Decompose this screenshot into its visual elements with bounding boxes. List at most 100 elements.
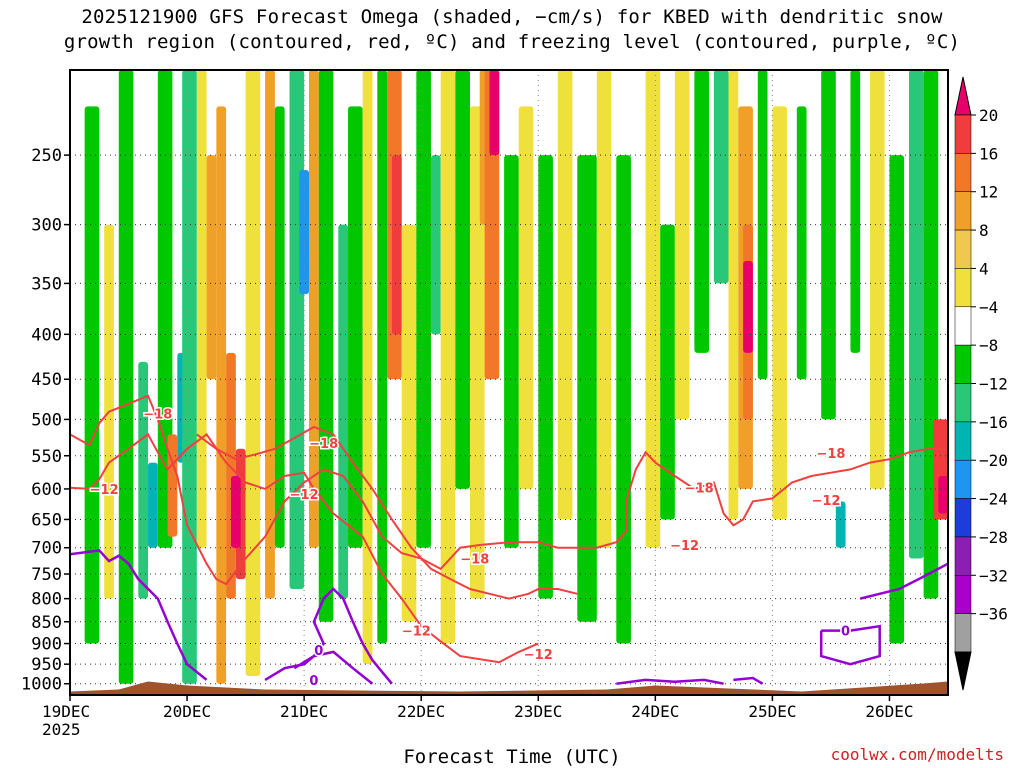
colorbar-label: −12 bbox=[979, 375, 1008, 394]
colorbar-swatch bbox=[954, 613, 972, 653]
omega-cell bbox=[265, 70, 275, 599]
dendritic-contour-label: −18 bbox=[309, 437, 338, 452]
colorbar-swatch bbox=[954, 575, 972, 614]
dendritic-contour-label: −12 bbox=[90, 483, 119, 498]
omega-cell bbox=[728, 70, 739, 520]
colorbar-swatch bbox=[954, 421, 972, 461]
colorbar-swatch bbox=[954, 383, 972, 423]
omega-cell bbox=[274, 106, 285, 548]
omega-cell bbox=[84, 106, 100, 644]
colorbar-swatch bbox=[954, 306, 972, 346]
freezing-level-contours: 0 0 0 bbox=[69, 549, 949, 690]
colorbar-swatch bbox=[954, 229, 972, 269]
chart-title-line2: growth region (contoured, red, ºC) and f… bbox=[63, 31, 961, 53]
omega-cell bbox=[489, 70, 500, 156]
x-tick-label: 25DEC bbox=[748, 702, 796, 721]
colorbar-swatch bbox=[954, 114, 972, 154]
colorbar-label: −16 bbox=[979, 413, 1008, 432]
colorbar-label: −4 bbox=[979, 298, 998, 317]
freezing-contour-line bbox=[264, 587, 393, 685]
omega-cell bbox=[596, 70, 612, 548]
y-tick-label: 550 bbox=[31, 447, 62, 467]
y-tick-label: 400 bbox=[31, 325, 62, 345]
y-tick-label: 300 bbox=[31, 216, 62, 236]
omega-cell bbox=[504, 155, 519, 548]
freezing-contour-label: 0 bbox=[841, 625, 850, 640]
colorbar-swatch bbox=[954, 153, 972, 192]
dendritic-contour-label: −12 bbox=[670, 539, 699, 554]
chart-title-line1: 2025121900 GFS Forecast Omega (shaded, −… bbox=[81, 6, 943, 28]
colorbar-label: −20 bbox=[979, 451, 1008, 470]
omega-cell bbox=[645, 70, 661, 548]
omega-cell bbox=[518, 106, 534, 489]
freezing-contour-line bbox=[819, 624, 881, 666]
x-tick-label: 24DEC bbox=[631, 702, 679, 721]
omega-cell bbox=[430, 155, 441, 335]
x-tick-label: 20DEC bbox=[163, 702, 211, 721]
freezing-contour-line bbox=[733, 676, 764, 685]
y-tick-label: 750 bbox=[31, 565, 62, 585]
y-tick-label: 950 bbox=[31, 655, 62, 675]
x-tick-label: 23DEC bbox=[514, 702, 562, 721]
omega-cell bbox=[148, 462, 158, 548]
freezing-contour-line bbox=[69, 549, 208, 681]
omega-cell bbox=[318, 70, 334, 622]
omega-cell bbox=[230, 476, 241, 548]
omega-cell bbox=[167, 434, 178, 537]
omega-cell bbox=[616, 155, 631, 644]
colorbar-swatch bbox=[954, 536, 972, 576]
terrain-fill bbox=[70, 681, 948, 695]
dendritic-contour-label: −12 bbox=[402, 625, 431, 640]
y-tick-label: 650 bbox=[31, 510, 62, 530]
omega-cell bbox=[338, 224, 349, 599]
y-tick-label: 900 bbox=[31, 635, 62, 655]
x-tick-label: 21DEC bbox=[280, 702, 328, 721]
omega-cell bbox=[889, 155, 905, 644]
colorbar-label: 20 bbox=[979, 106, 998, 125]
omega-cell bbox=[835, 501, 846, 548]
y-tick-label: 850 bbox=[31, 613, 62, 633]
omega-cell bbox=[416, 70, 431, 548]
y-axis-ticks: 2503003504004505005506006507007508008509… bbox=[21, 146, 70, 695]
omega-cell bbox=[713, 70, 729, 284]
omega-cell bbox=[440, 70, 456, 644]
y-tick-label: 250 bbox=[31, 146, 62, 166]
omega-cell bbox=[938, 476, 948, 514]
omega-cell bbox=[401, 224, 417, 622]
y-tick-label: 800 bbox=[31, 590, 62, 610]
omega-cell bbox=[216, 106, 227, 684]
colorbar-swatch bbox=[954, 459, 972, 499]
dendritic-contour-label: −18 bbox=[460, 552, 489, 567]
colorbar-swatch bbox=[954, 191, 972, 231]
omega-cell bbox=[362, 70, 373, 665]
plot-frame bbox=[69, 69, 949, 696]
x-tick-label: 19DEC bbox=[42, 702, 90, 721]
omega-cell bbox=[182, 70, 197, 684]
omega-cell bbox=[391, 155, 402, 335]
omega-cell bbox=[743, 260, 753, 353]
colorbar-label: −36 bbox=[979, 605, 1008, 624]
omega-cell bbox=[118, 70, 134, 684]
y-tick-label: 350 bbox=[31, 274, 62, 294]
omega-cell bbox=[377, 70, 388, 644]
y-tick-label: 450 bbox=[31, 370, 62, 390]
x-axis-label: Forecast Time (UTC) bbox=[403, 746, 621, 768]
omega-cell bbox=[869, 70, 885, 489]
colorbar-label: 4 bbox=[979, 259, 989, 278]
omega-cell bbox=[469, 106, 485, 599]
omega-cell bbox=[557, 70, 573, 520]
plot-border bbox=[69, 69, 949, 696]
omega-cell bbox=[694, 70, 709, 353]
omega-cell bbox=[821, 70, 836, 420]
omega-cell bbox=[538, 155, 553, 599]
credit-link[interactable]: coolwx.com/modelts bbox=[830, 745, 1004, 764]
omega-cell bbox=[289, 70, 305, 589]
freezing-contour-label: 0 bbox=[309, 674, 318, 689]
dendritic-contour-line bbox=[69, 432, 539, 664]
omega-cell bbox=[348, 106, 363, 548]
omega-cell bbox=[850, 70, 861, 353]
freezing-contour-line bbox=[616, 678, 724, 685]
omega-cell bbox=[660, 224, 675, 520]
